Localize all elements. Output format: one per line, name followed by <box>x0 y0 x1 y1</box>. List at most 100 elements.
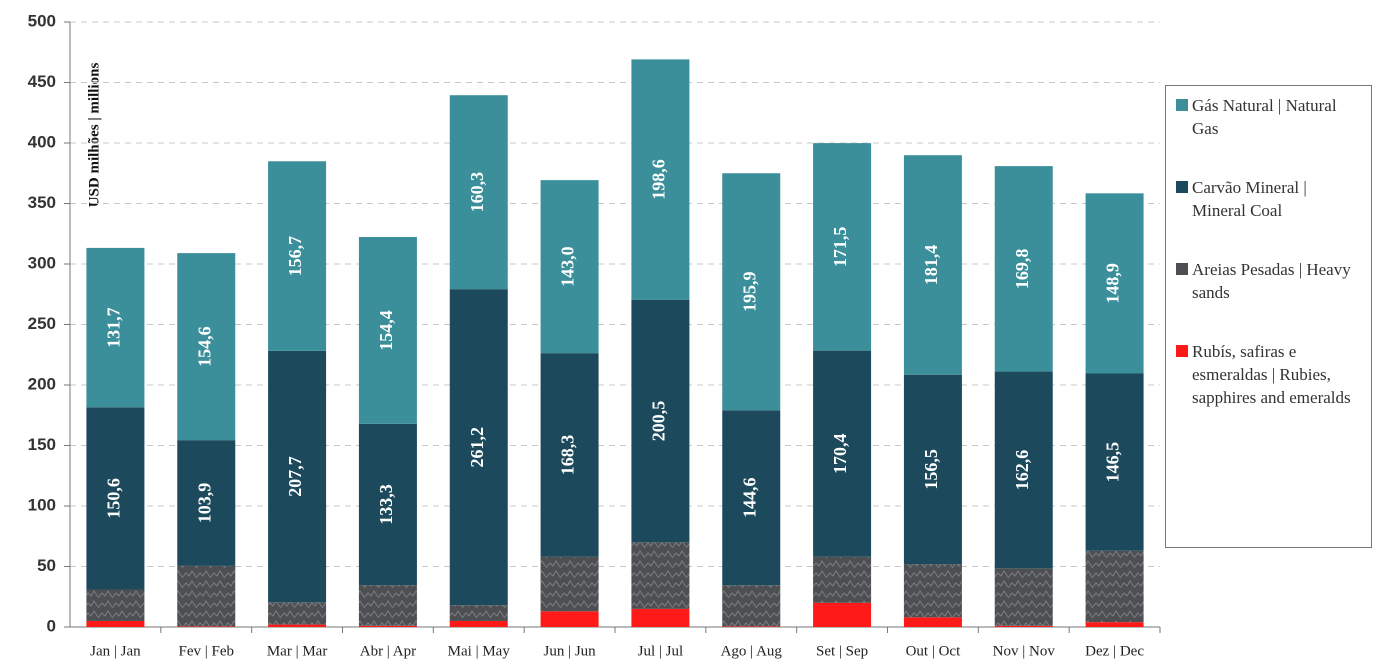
y-tick-label: 250 <box>28 314 56 333</box>
value-label: 103,9 <box>194 483 214 524</box>
bar-segment <box>1085 193 1144 374</box>
legend-label: Areias Pesadas | Heavy sands <box>1192 260 1351 302</box>
value-label: 169,8 <box>1012 249 1032 290</box>
bar-segment <box>358 625 417 627</box>
y-tick-label: 50 <box>37 556 56 575</box>
bar-segment <box>449 289 508 606</box>
bar-segment <box>268 350 327 603</box>
x-tick-label: Mai | May <box>448 643 511 659</box>
bar-segment <box>268 624 327 627</box>
value-label: 181,4 <box>921 245 941 286</box>
value-label: 156,5 <box>921 449 941 490</box>
bar-texture <box>903 564 962 618</box>
x-tick-label: Fev | Feb <box>178 643 234 659</box>
value-label: 168,3 <box>558 435 578 476</box>
value-label: 170,4 <box>830 433 850 474</box>
bar-segment <box>449 95 508 290</box>
bar-segment <box>358 423 417 586</box>
y-axis-label: USD milhões | millions <box>86 63 102 208</box>
bar-texture <box>1085 550 1144 623</box>
y-tick-label: 150 <box>28 435 56 454</box>
bar-texture <box>268 602 327 625</box>
bar-segment <box>177 626 236 627</box>
bar-texture <box>813 556 872 603</box>
x-tick-label: Out | Oct <box>906 643 961 659</box>
legend-label: Gás Natural | Natural Gas <box>1192 96 1337 138</box>
bar-segment <box>177 440 236 566</box>
bar-segment <box>813 143 872 351</box>
y-tick-label: 450 <box>28 72 56 91</box>
x-tick-label: Jul | Jul <box>638 643 684 659</box>
value-label: 143,0 <box>558 246 578 287</box>
bar-segment <box>631 299 690 543</box>
bar-segment <box>813 602 872 627</box>
y-tick-label: 300 <box>28 253 56 272</box>
bar-segment <box>994 166 1053 372</box>
bar-segment <box>86 407 145 590</box>
bar-texture <box>449 605 508 621</box>
x-tick-label: Mar | Mar <box>267 643 327 659</box>
y-tick-label: 100 <box>28 495 56 514</box>
bar-segment <box>994 371 1053 569</box>
bar-segment <box>1085 373 1144 551</box>
legend-item: Areias Pesadas | Heavy sands <box>1176 258 1361 304</box>
value-label: 195,9 <box>739 272 759 313</box>
value-label: 133,3 <box>376 484 396 525</box>
bar-texture <box>540 556 599 612</box>
y-tick-label: 0 <box>47 616 56 635</box>
x-tick-label: Nov | Nov <box>993 643 1056 659</box>
bar-texture <box>631 542 690 609</box>
bar-segment <box>813 350 872 557</box>
bar-segment <box>903 374 962 565</box>
bar-texture <box>722 585 781 627</box>
value-label: 162,6 <box>1012 450 1032 491</box>
bar-segment <box>994 625 1053 627</box>
bar-segment <box>722 173 781 411</box>
bar-segment <box>358 237 417 424</box>
value-label: 198,6 <box>649 159 669 200</box>
bar-segment <box>540 611 599 627</box>
bar-segment <box>86 247 145 408</box>
legend-label: Carvão Mineral | Mineral Coal <box>1192 178 1307 220</box>
bar-segment <box>449 620 508 627</box>
legend-label: Rubís, safiras e esmeraldas | Rubies, sa… <box>1192 342 1351 407</box>
legend-swatch <box>1176 263 1188 275</box>
bar-texture <box>358 585 417 626</box>
legend-item: Carvão Mineral | Mineral Coal <box>1176 176 1361 222</box>
bar-texture <box>994 568 1053 626</box>
value-label: 146,5 <box>1103 442 1123 483</box>
bar-texture <box>86 589 145 621</box>
bar-segment <box>631 608 690 627</box>
y-tick-label: 400 <box>28 132 56 151</box>
bar-segment <box>631 59 690 300</box>
x-tick-label: Ago | Aug <box>721 643 783 659</box>
value-label: 144,6 <box>739 478 759 518</box>
x-tick-label: Abr | Apr <box>360 643 416 659</box>
value-label: 148,9 <box>1103 263 1123 304</box>
value-label: 154,6 <box>194 326 214 367</box>
bar-segment <box>903 617 962 627</box>
x-tick-label: Dez | Dec <box>1085 643 1144 659</box>
bar-segment <box>540 353 599 557</box>
bar-segment <box>1085 622 1144 627</box>
bar-segment <box>722 410 781 586</box>
value-label: 171,5 <box>830 227 850 267</box>
value-label: 200,5 <box>649 401 669 442</box>
value-label: 261,2 <box>467 427 487 468</box>
legend-item: Gás Natural | Natural Gas <box>1176 94 1361 140</box>
value-label: 156,7 <box>285 236 305 277</box>
y-tick-label: 350 <box>28 193 56 212</box>
legend-swatch <box>1176 99 1188 111</box>
bar-segment <box>722 626 781 627</box>
bar-segment <box>903 155 962 375</box>
legend-swatch <box>1176 345 1188 357</box>
x-tick-label: Jan | Jan <box>90 643 141 659</box>
x-tick-label: Set | Sep <box>816 643 868 659</box>
value-label: 154,4 <box>376 310 396 351</box>
value-label: 131,7 <box>104 307 124 348</box>
y-tick-label: 200 <box>28 374 56 393</box>
legend-item: Rubís, safiras e esmeraldas | Rubies, sa… <box>1176 340 1361 409</box>
y-tick-label: 500 <box>28 11 56 30</box>
